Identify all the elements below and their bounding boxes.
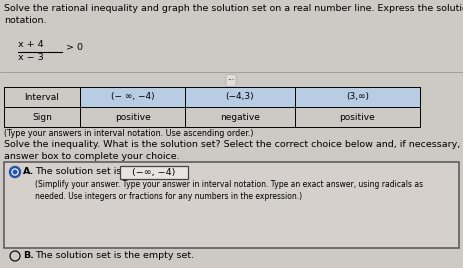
Text: positive: positive (340, 113, 375, 121)
Text: Solve the rational inequality and graph the solution set on a real number line. : Solve the rational inequality and graph … (4, 4, 463, 25)
Bar (295, 87, 420, 107)
Text: (−∞, −4): (−∞, −4) (132, 168, 175, 177)
Circle shape (12, 169, 18, 175)
FancyBboxPatch shape (120, 166, 188, 179)
FancyBboxPatch shape (4, 162, 459, 248)
Circle shape (10, 166, 20, 177)
Text: Sign: Sign (32, 113, 52, 121)
Text: The solution set is the empty set.: The solution set is the empty set. (35, 251, 194, 260)
Text: B.: B. (23, 251, 34, 260)
Text: x + 4: x + 4 (18, 40, 44, 49)
Text: positive: positive (115, 113, 150, 121)
Text: > 0: > 0 (66, 43, 83, 52)
Text: (−4,3): (−4,3) (225, 92, 254, 102)
Bar (80, 87, 185, 107)
Text: A.: A. (23, 168, 34, 177)
Text: Solve the inequality. What is the solution set? Select the correct choice below : Solve the inequality. What is the soluti… (4, 140, 463, 161)
Text: negative: negative (220, 113, 260, 121)
Bar (185, 87, 295, 107)
Text: Interval: Interval (25, 92, 59, 102)
Text: ···: ··· (227, 76, 235, 85)
Text: x − 3: x − 3 (18, 53, 44, 62)
Text: (− ∞, −4): (− ∞, −4) (111, 92, 154, 102)
Text: (Simplify your answer. Type your answer in interval notation. Type an exact answ: (Simplify your answer. Type your answer … (35, 180, 423, 201)
Circle shape (13, 170, 17, 174)
Text: (Type your answers in interval notation. Use ascending order.): (Type your answers in interval notation.… (4, 129, 254, 138)
Text: (3,∞): (3,∞) (346, 92, 369, 102)
Text: The solution set is: The solution set is (35, 168, 121, 177)
